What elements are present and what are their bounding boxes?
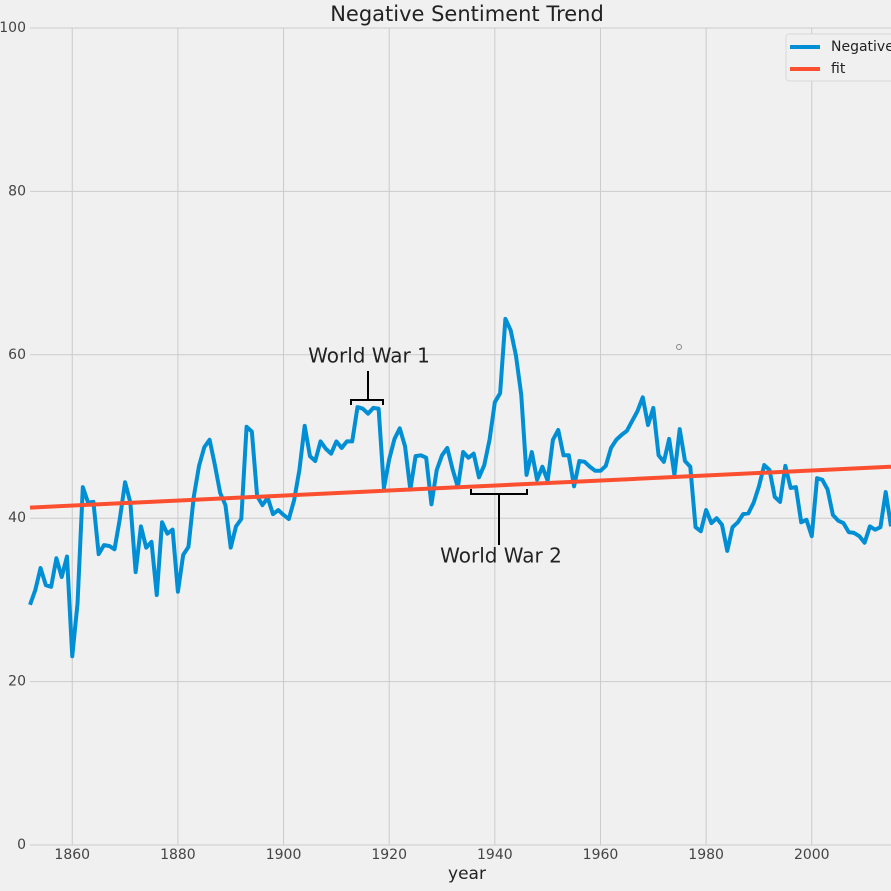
series-line bbox=[28, 316, 891, 659]
legend: Negative fit bbox=[785, 33, 891, 82]
y-tick-label: 60 bbox=[8, 347, 26, 363]
legend-label: fit bbox=[831, 61, 846, 77]
y-tick-label: 80 bbox=[8, 183, 26, 199]
y-tick-label: 100 bbox=[0, 20, 26, 36]
plot-lines bbox=[28, 316, 891, 659]
x-tick-label: 1920 bbox=[371, 847, 407, 863]
annotation-ww2: World War 2 bbox=[440, 489, 562, 568]
y-tick-label: 40 bbox=[8, 510, 26, 526]
annotation-text: World War 2 bbox=[440, 544, 562, 568]
x-tick-label: 1880 bbox=[160, 847, 196, 863]
y-tick-label: 0 bbox=[17, 837, 26, 853]
annotation-text: World War 1 bbox=[308, 344, 430, 368]
x-tick-label: 1860 bbox=[54, 847, 90, 863]
x-axis-label: year bbox=[448, 864, 486, 884]
legend-label: Negative bbox=[831, 39, 891, 55]
x-tick-label: 1900 bbox=[266, 847, 302, 863]
x-tick-label: 1940 bbox=[477, 847, 513, 863]
annotation-bracket bbox=[350, 371, 384, 405]
annotation-bracket bbox=[470, 489, 528, 545]
series-line bbox=[29, 464, 891, 510]
chart-title: Negative Sentiment Trend bbox=[330, 2, 604, 26]
x-tick-label: 1980 bbox=[688, 847, 724, 863]
y-tick-label: 20 bbox=[8, 674, 26, 690]
annotation-ww1: World War 1 bbox=[308, 344, 430, 405]
x-tick-label: 2000 bbox=[794, 847, 830, 863]
x-tick-label: 1960 bbox=[583, 847, 619, 863]
grid bbox=[30, 27, 891, 846]
stray-marker bbox=[676, 344, 682, 350]
